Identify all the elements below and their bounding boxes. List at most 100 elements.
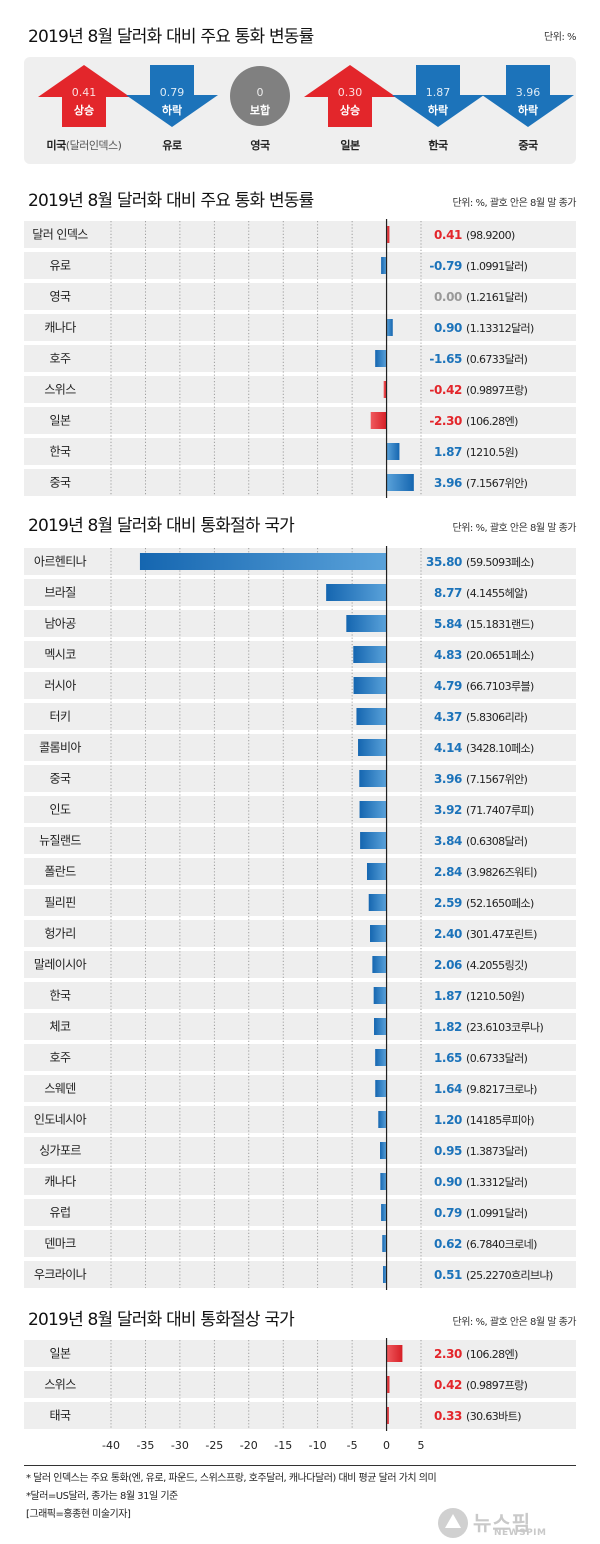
x-axis: -40 -35 -30 -25 -20 -15 -10 -5 0 5: [102, 1439, 424, 1452]
bar: [380, 1173, 387, 1190]
data-label: 0.33: [434, 1409, 462, 1423]
row-stripe: [24, 641, 576, 668]
data-label: 3.96: [434, 772, 462, 786]
data-label: 8.77: [434, 586, 462, 600]
summary-title: 2019년 8월 달러화 대비 주요 통화 변동률: [28, 27, 314, 47]
bar: [386, 319, 393, 336]
bar: [366, 863, 387, 880]
row-stripe: [24, 1168, 576, 1195]
row-label: 스웨덴: [44, 1082, 76, 1096]
close-price-label: (0.9897프랑): [466, 384, 528, 397]
bar: [386, 1345, 403, 1362]
footnote-close-basis: *달러=US달러, 종가는 8월 31일 기준: [26, 1491, 178, 1502]
data-label: 0.51: [434, 1268, 462, 1282]
row-label: 호주: [50, 1051, 71, 1065]
data-label: 0.90: [434, 321, 462, 335]
row-stripe: [24, 314, 576, 341]
summary-value: 1.87: [425, 86, 451, 99]
close-price-label: (1.0991달러): [466, 260, 528, 273]
row-label: 중국: [50, 772, 71, 786]
x-tick-label: -40: [102, 1439, 120, 1452]
data-label: 2.59: [434, 896, 462, 910]
x-tick-label: -25: [205, 1439, 223, 1452]
row-stripe: [24, 1199, 576, 1226]
row-label: 싱가포르: [39, 1144, 81, 1158]
close-price-label: (1.13312달러): [466, 322, 534, 335]
chart-section: 2019년 8월 달러화 대비 통화절상 국가 단위: %, 괄호 안은 8월 말…: [24, 1310, 577, 1431]
summary-currency-name: 중국: [518, 139, 538, 152]
row-stripe: [24, 469, 576, 496]
summary-value: 0.79: [159, 86, 185, 99]
bar: [360, 832, 387, 849]
row-stripe: [24, 827, 576, 854]
summary-direction: 하락: [427, 104, 449, 117]
bar: [383, 1266, 387, 1283]
data-label: 0.79: [434, 1206, 462, 1220]
row-stripe: [24, 920, 576, 947]
section-unit: 단위: %, 괄호 안은 8월 말 종가: [453, 196, 577, 209]
newspim-logo-text: 뉴스핌: [473, 1511, 532, 1535]
summary-item: 0.30 상승 일본: [304, 57, 396, 164]
row-stripe: [24, 610, 576, 637]
close-price-label: (1210.50원): [466, 990, 524, 1003]
row-stripe: [24, 1044, 576, 1071]
summary-item: 3.96 하락 중국: [482, 57, 574, 164]
row-label: 덴마크: [44, 1237, 76, 1251]
section-title: 2019년 8월 달러화 대비 주요 통화 변동률: [28, 191, 314, 211]
row-stripe: [24, 579, 576, 606]
row-label: 태국: [50, 1409, 71, 1423]
close-price-label: (66.7103루블): [466, 680, 534, 693]
bar: [386, 443, 400, 460]
bar: [139, 553, 387, 570]
summary-direction: 보합: [249, 104, 271, 117]
row-label: 헝가리: [44, 927, 75, 941]
bar: [359, 801, 387, 818]
bar: [381, 1204, 387, 1221]
row-stripe: [24, 1075, 576, 1102]
close-price-label: (71.7407루피): [466, 804, 534, 817]
close-price-label: (3.9826즈워티): [466, 866, 537, 879]
bar: [386, 1376, 390, 1393]
down-arrow-icon: [126, 65, 218, 127]
bar: [386, 226, 390, 243]
data-label: 3.92: [434, 803, 462, 817]
close-price-label: (98.9200): [466, 229, 515, 242]
down-arrow-icon: [482, 65, 574, 127]
bar: [346, 615, 387, 632]
bar: [370, 412, 387, 429]
footnote-dollar-index: * 달러 인덱스는 주요 통화(엔, 유로, 파운드, 스위스프랑, 호주달러,…: [26, 1473, 437, 1484]
data-label: 1.65: [434, 1051, 462, 1065]
row-label: 터키: [50, 710, 71, 724]
row-label: 브라질: [44, 586, 75, 600]
row-stripe: [24, 765, 576, 792]
row-stripe: [24, 1137, 576, 1164]
row-stripe: [24, 858, 576, 885]
summary-direction: 상승: [339, 104, 361, 117]
row-label: 러시아: [44, 679, 76, 693]
close-price-label: (3428.10페소): [466, 742, 534, 755]
close-price-label: (106.28엔): [466, 1348, 518, 1361]
row-stripe: [24, 796, 576, 823]
data-label: 4.83: [434, 648, 462, 662]
bar: [359, 770, 387, 787]
summary-item: 1.87 하락 한국: [392, 57, 484, 164]
row-label: 일본: [50, 414, 71, 428]
close-price-label: (6.7840크로네): [466, 1238, 537, 1251]
close-price-label: (1.2161달러): [466, 291, 528, 304]
x-tick-label: -35: [136, 1439, 154, 1452]
summary-item: 0.41 상승 미국(달러인덱스): [38, 57, 130, 164]
close-price-label: (15.1831랜드): [466, 618, 534, 631]
section-title: 2019년 8월 달러화 대비 통화절하 국가: [28, 516, 295, 536]
row-stripe: [24, 1106, 576, 1133]
summary-unit: 단위: %: [544, 32, 576, 43]
row-label: 일본: [50, 1347, 71, 1361]
close-price-label: (4.1455헤알): [466, 586, 528, 600]
summary-currency-sub: (달러인덱스): [65, 139, 122, 152]
x-tick-label: -5: [347, 1439, 358, 1452]
up-arrow-icon: [304, 65, 396, 127]
close-price-label: (106.28엔): [466, 415, 518, 428]
summary-currency-name: 유로: [162, 139, 182, 152]
row-stripe: [24, 889, 576, 916]
x-tick-label: -15: [274, 1439, 292, 1452]
row-label: 말레이시아: [34, 958, 87, 972]
